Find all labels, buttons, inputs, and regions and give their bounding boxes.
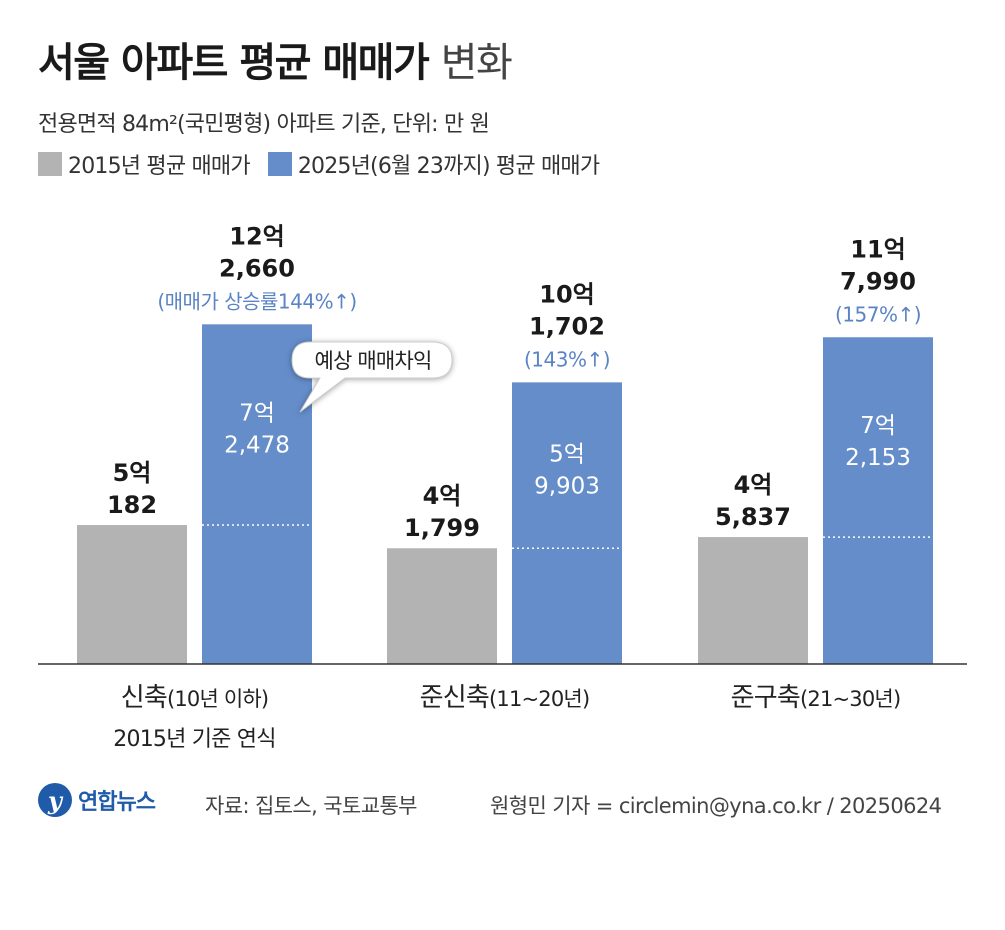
bar-2025-0 xyxy=(202,324,312,664)
chart-title: 서울 아파트 평균 매매가 변화 xyxy=(38,30,513,88)
logo: y 연합뉴스 xyxy=(38,783,156,817)
legend-swatch-2015 xyxy=(38,152,62,176)
legend-swatch-2025 xyxy=(267,152,292,176)
label-2015-rest-1: 1,799 xyxy=(404,514,480,542)
label-gain-rest-2: 2,153 xyxy=(845,445,911,471)
category-label-1: 준신축(11~20년) xyxy=(420,683,590,713)
bar-2015-2 xyxy=(698,537,808,664)
source-text: 자료: 집토스, 국토교통부 xyxy=(205,794,418,818)
label-gain-rest-1: 9,903 xyxy=(534,473,600,499)
label-2015-eok-2: 4억 xyxy=(734,471,773,499)
bar-2025-1 xyxy=(512,382,622,664)
label-gain-rest-0: 2,478 xyxy=(224,433,290,459)
legend-item-2015: 2015년 평균 매매가 xyxy=(38,148,251,180)
label-gain-eok-0: 7억 xyxy=(239,401,275,427)
label-growth-2: (157%↑) xyxy=(835,302,921,326)
label-gain-eok-1: 5억 xyxy=(549,441,585,467)
label-2015-eok-0: 5억 xyxy=(113,459,152,487)
legend: 2015년 평균 매매가 2025년(6월 23까지) 평균 매매가 xyxy=(38,148,617,180)
label-2025-eok-2: 11억 xyxy=(850,235,905,263)
label-2025-eok-1: 10억 xyxy=(539,280,594,308)
label-2015-rest-2: 5,837 xyxy=(715,503,791,531)
category-sublabel-0: 2015년 기준 연식 xyxy=(113,727,275,752)
legend-label-2025: 2025년(6월 23까지) 평균 매매가 xyxy=(297,154,600,179)
label-growth-0: (매매가 상승률144%↑) xyxy=(157,289,356,313)
callout-text: 예상 매매차익 xyxy=(315,349,432,373)
bar-2015-1 xyxy=(387,548,497,664)
yonhap-logo-icon: y xyxy=(38,783,72,817)
bar-2015-0 xyxy=(77,525,187,664)
label-2015-rest-0: 182 xyxy=(107,491,157,519)
label-2015-eok-1: 4억 xyxy=(423,482,462,510)
legend-label-2015: 2015년 평균 매매가 xyxy=(68,154,251,179)
category-label-0: 신축(10년 이하) xyxy=(121,683,269,713)
title-light: 변화 xyxy=(440,40,513,86)
label-2025-eok-0: 12억 xyxy=(229,222,284,250)
category-label-2: 준구축(21~30년) xyxy=(731,683,901,713)
label-2025-rest-0: 2,660 xyxy=(219,254,295,282)
label-2025-rest-2: 7,990 xyxy=(840,267,916,295)
logo-text: 연합뉴스 xyxy=(78,790,156,815)
callout-bubble xyxy=(291,341,453,413)
title-bold: 서울 아파트 평균 매매가 xyxy=(38,40,430,86)
legend-item-2025: 2025년(6월 23까지) 평균 매매가 xyxy=(267,148,600,180)
chart-subtitle: 전용면적 84m²(국민평형) 아파트 기준, 단위: 만 원 xyxy=(38,112,490,137)
label-growth-1: (143%↑) xyxy=(524,347,610,371)
bar-2025-2 xyxy=(823,337,933,664)
credit-text: 원형민 기자 = circlemin@yna.co.kr / 20250624 xyxy=(490,794,942,818)
label-2025-rest-1: 1,702 xyxy=(529,312,605,340)
label-gain-eok-2: 7억 xyxy=(860,413,896,439)
